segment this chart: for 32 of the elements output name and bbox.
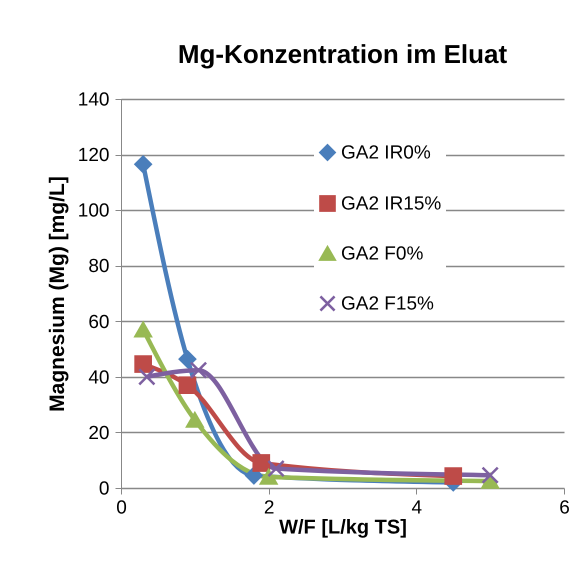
point [134,155,152,174]
y-tick-label: 0 [98,478,110,500]
point [481,466,499,484]
legend-label: GA2 F15% [341,294,434,314]
y-tick-label: 60 [88,312,110,333]
point [178,350,196,368]
point [260,469,278,485]
point [134,322,152,338]
y-tick-label: 40 [88,367,110,388]
y-tick-label: 120 [78,145,110,166]
y-tick-label: 140 [78,90,110,110]
x-tick-label: 4 [412,498,423,518]
point [186,412,204,428]
point [267,460,285,478]
point [134,355,152,373]
x-tick-label: 2 [264,498,274,518]
x-tick-label: 0 [116,498,127,518]
y-tick-label: 100 [78,200,110,222]
point [444,467,462,485]
x-tick-label: 6 [559,498,570,518]
y-axis-title: Magnesium (Mg) [mg/L] [46,176,69,412]
y-tick-label: 20 [88,422,110,444]
y-tick-label: 80 [88,256,110,278]
point [252,454,270,472]
legend-label: GA2 IR0% [341,142,431,164]
point [190,361,208,380]
x-axis-title: W/F [L/kg TS] [279,516,407,538]
legend-label: GA2 IR15% [341,194,442,214]
chart-title: Mg-Konzentration im Eluat [178,39,508,69]
point [178,376,196,394]
legend-label: GA2 F0% [341,244,424,264]
point [138,368,156,386]
